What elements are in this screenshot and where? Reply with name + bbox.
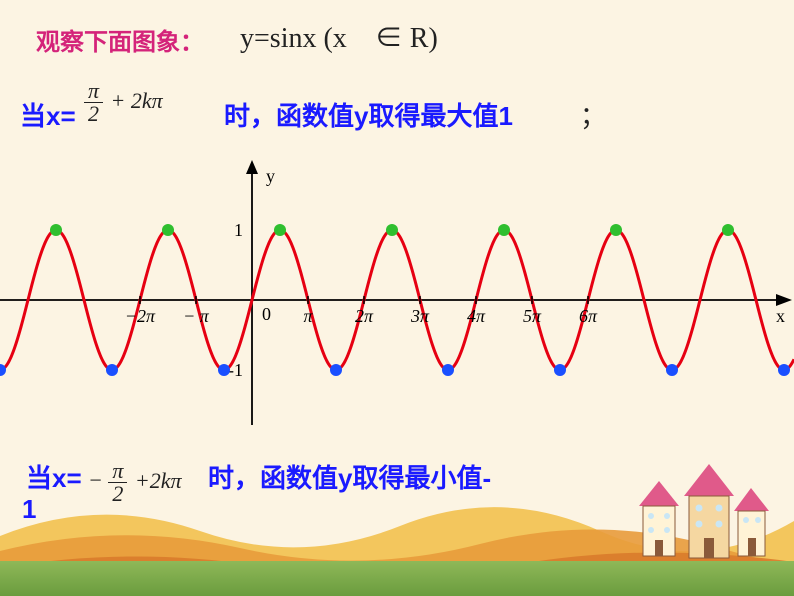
- svg-text:x: x: [776, 306, 785, 326]
- svg-text:0: 0: [262, 304, 271, 324]
- svg-text:π: π: [303, 306, 313, 326]
- max-frac-plus: + 2kπ: [111, 88, 163, 113]
- observe-title: 观察下面图象：: [36, 22, 204, 57]
- svg-text:5π: 5π: [523, 306, 542, 326]
- svg-text:3π: 3π: [410, 306, 430, 326]
- max-semi: ；: [580, 96, 606, 133]
- svg-text:−2π: −2π: [125, 306, 156, 326]
- svg-text:y: y: [266, 166, 275, 186]
- svg-text:2π: 2π: [355, 306, 374, 326]
- svg-text:4π: 4π: [467, 306, 486, 326]
- max-frac-den: 2: [84, 103, 103, 125]
- svg-text:1: 1: [234, 220, 243, 240]
- decorative-houses: [629, 446, 779, 576]
- decorative-grass: [0, 561, 794, 596]
- sine-chart: −2π − π π 2π 3π 4π 5π 6π 0 1 -1 y x: [0, 160, 794, 430]
- max-postfix: 时，函数值y取得最大值1: [224, 96, 513, 133]
- max-prefix: 当x=: [20, 96, 76, 133]
- max-fraction: π2 + 2kπ: [84, 80, 163, 125]
- max-frac-num: π: [84, 80, 103, 103]
- function-expr: y=sinx (x ∈ R): [240, 16, 438, 56]
- svg-text:-1: -1: [228, 360, 243, 380]
- svg-text:− π: − π: [183, 306, 210, 326]
- svg-text:6π: 6π: [579, 306, 598, 326]
